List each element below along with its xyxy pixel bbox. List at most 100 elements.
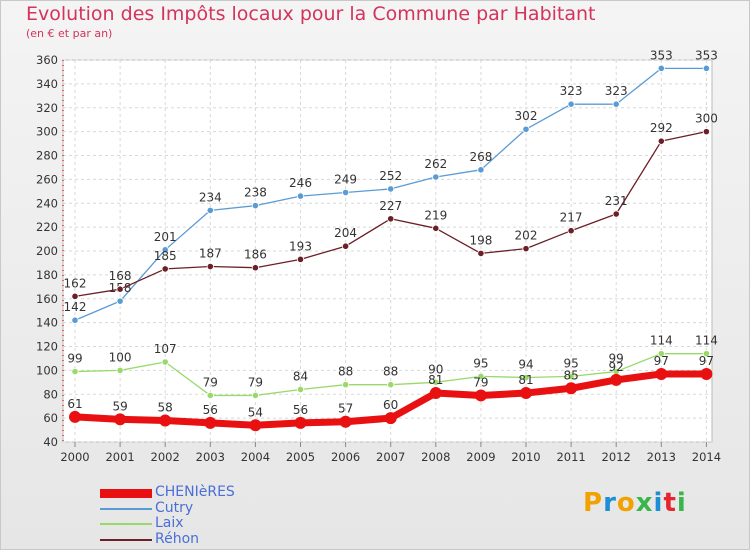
y-tick-label: 180 bbox=[36, 268, 58, 282]
legend-swatch bbox=[100, 538, 152, 541]
y-tick-label: 240 bbox=[36, 196, 58, 210]
legend-swatch bbox=[100, 488, 152, 498]
logo-letter: x bbox=[635, 488, 654, 518]
data-label: 85 bbox=[563, 368, 578, 382]
data-label: 100 bbox=[109, 350, 132, 364]
data-point bbox=[567, 227, 575, 235]
data-label: 95 bbox=[473, 356, 488, 370]
x-tick-label: 2013 bbox=[647, 450, 676, 464]
data-label: 217 bbox=[560, 211, 583, 225]
y-tick-label: 360 bbox=[36, 53, 58, 67]
data-label: 79 bbox=[203, 375, 218, 389]
y-tick-label: 160 bbox=[36, 292, 58, 306]
legend-label: Réhon bbox=[155, 530, 200, 547]
data-point bbox=[387, 215, 395, 223]
data-label: 97 bbox=[699, 354, 714, 368]
data-label: 302 bbox=[515, 109, 538, 123]
data-point bbox=[206, 391, 214, 400]
data-point bbox=[161, 265, 169, 273]
data-point bbox=[477, 166, 485, 174]
data-point bbox=[655, 367, 668, 380]
data-label: 60 bbox=[383, 398, 398, 412]
data-label: 246 bbox=[289, 176, 312, 190]
data-point bbox=[71, 367, 79, 376]
data-label: 84 bbox=[293, 369, 308, 383]
data-label: 268 bbox=[469, 150, 492, 164]
data-point bbox=[71, 292, 79, 300]
data-point bbox=[251, 264, 259, 272]
proxiti-logo: Proxiti bbox=[583, 488, 687, 518]
data-label: 353 bbox=[650, 48, 673, 62]
chart-title: Evolution des Impôts locaux pour la Comm… bbox=[26, 3, 596, 25]
data-point bbox=[204, 416, 217, 429]
data-label: 81 bbox=[518, 373, 533, 387]
data-label: 300 bbox=[695, 112, 718, 126]
legend-swatch bbox=[100, 523, 152, 525]
x-tick-label: 2001 bbox=[105, 450, 134, 464]
data-point bbox=[567, 100, 575, 108]
data-label: 249 bbox=[334, 173, 357, 187]
x-tick-label: 2008 bbox=[421, 450, 450, 464]
y-tick-label: 300 bbox=[36, 125, 58, 139]
data-label: 79 bbox=[248, 375, 263, 389]
data-label: 59 bbox=[112, 399, 127, 413]
data-label: 61 bbox=[67, 397, 82, 411]
y-tick-label: 340 bbox=[36, 77, 58, 91]
x-tick-label: 2005 bbox=[286, 450, 315, 464]
data-point bbox=[429, 387, 442, 400]
data-point bbox=[159, 414, 172, 427]
x-tick-label: 2010 bbox=[511, 450, 540, 464]
data-label: 186 bbox=[244, 248, 267, 262]
data-label: 353 bbox=[695, 48, 718, 62]
data-label: 92 bbox=[609, 360, 624, 374]
data-point bbox=[206, 206, 214, 215]
data-point bbox=[296, 385, 305, 394]
data-point bbox=[567, 372, 575, 380]
data-point bbox=[384, 412, 397, 425]
data-point bbox=[657, 137, 665, 145]
y-tick-label: 320 bbox=[36, 101, 58, 115]
y-tick-label: 40 bbox=[43, 435, 58, 449]
data-label: 204 bbox=[334, 226, 357, 240]
data-point bbox=[161, 246, 169, 254]
legend-swatch bbox=[100, 507, 152, 510]
data-point bbox=[69, 410, 81, 423]
data-point bbox=[477, 372, 485, 380]
data-point bbox=[206, 262, 214, 271]
legend-label: Laix bbox=[155, 515, 184, 531]
data-label: 201 bbox=[154, 230, 177, 244]
data-label: 262 bbox=[424, 157, 447, 171]
data-label: 79 bbox=[473, 375, 488, 389]
x-tick-label: 2003 bbox=[196, 450, 225, 464]
y-tick-label: 120 bbox=[36, 340, 58, 354]
data-label: 252 bbox=[379, 169, 402, 183]
data-label: 56 bbox=[293, 403, 308, 417]
data-point bbox=[387, 185, 395, 193]
data-point bbox=[294, 416, 307, 429]
data-label: 57 bbox=[338, 402, 353, 416]
data-label: 99 bbox=[67, 352, 82, 366]
data-point bbox=[71, 316, 79, 324]
logo-letter: i bbox=[653, 488, 664, 518]
data-label: 99 bbox=[609, 352, 624, 366]
data-label: 198 bbox=[469, 233, 492, 247]
x-tick-label: 2009 bbox=[466, 450, 495, 464]
logo-letter: r bbox=[603, 488, 617, 518]
data-label: 202 bbox=[515, 229, 538, 243]
data-point bbox=[114, 413, 127, 426]
legend-label: Cutry bbox=[155, 499, 194, 516]
x-tick-label: 2004 bbox=[241, 450, 270, 464]
data-point bbox=[610, 373, 623, 386]
data-point bbox=[702, 128, 711, 136]
data-point bbox=[657, 350, 665, 358]
logo-letter: t bbox=[663, 488, 677, 518]
data-label: 88 bbox=[338, 365, 353, 379]
data-label: 219 bbox=[424, 208, 447, 222]
y-tick-label: 220 bbox=[36, 220, 58, 234]
data-point bbox=[702, 64, 711, 72]
data-label: 227 bbox=[379, 199, 402, 213]
data-label: 292 bbox=[650, 121, 673, 135]
data-point bbox=[116, 366, 124, 374]
data-point bbox=[432, 224, 440, 232]
